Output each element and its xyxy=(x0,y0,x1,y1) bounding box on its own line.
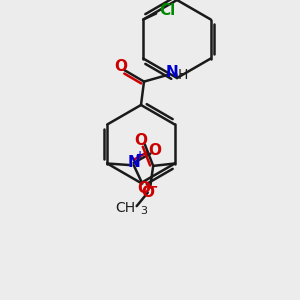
Text: O: O xyxy=(114,59,127,74)
Text: 3: 3 xyxy=(140,206,147,217)
Text: −: − xyxy=(147,179,159,193)
Text: O: O xyxy=(134,133,147,148)
Text: +: + xyxy=(136,150,144,161)
Text: CH: CH xyxy=(115,202,135,215)
Text: O: O xyxy=(148,143,161,158)
Text: N: N xyxy=(127,155,140,170)
Text: H: H xyxy=(178,68,188,82)
Text: O: O xyxy=(137,181,150,196)
Text: Cl: Cl xyxy=(159,3,175,18)
Text: N: N xyxy=(165,65,178,80)
Text: O: O xyxy=(141,185,154,200)
